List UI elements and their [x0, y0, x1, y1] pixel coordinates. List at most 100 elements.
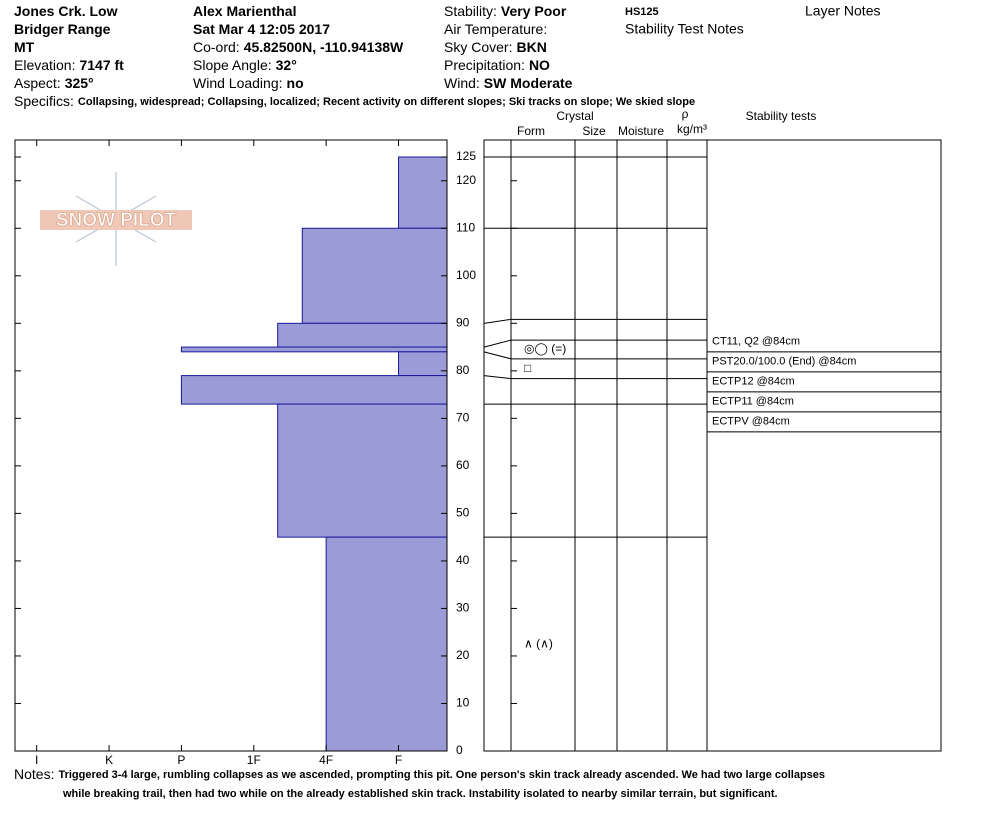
specifics: Specifics: Collapsing, widespread; Collap… [14, 93, 695, 109]
y-tick-label: 125 [456, 149, 476, 163]
specifics-text: Collapsing, widespread; Collapsing, loca… [78, 96, 695, 108]
field-value: Bridger Range [14, 21, 111, 37]
hardness-bar [277, 322, 448, 348]
stability-test: CT11, Q2 @84cm [712, 336, 800, 348]
y-tick-label: 30 [456, 601, 470, 615]
field-value: Jones Crk. Low [14, 3, 118, 19]
field-value: MT [14, 39, 35, 55]
y-tick-label: 120 [456, 173, 476, 187]
field-label: Stability: [444, 3, 497, 19]
x-tick-label: 1F [247, 753, 261, 767]
layer-connector [483, 339, 512, 348]
notes-label: Notes: [14, 766, 54, 782]
y-tick-label: 60 [456, 458, 470, 472]
stability-test-notes: Stability Test Notes [625, 21, 744, 37]
field-value: 32° [276, 57, 297, 73]
column-header: Stability tests [746, 109, 817, 123]
header-field: MT [14, 39, 35, 55]
x-tick-label: P [177, 753, 185, 767]
stability-test: ECTP11 @84cm [712, 396, 794, 408]
header-field: Precipitation: NO [444, 57, 550, 73]
header-field: Wind Loading: no [193, 75, 304, 91]
stability-test: ECTPV @84cm [712, 416, 790, 428]
x-tick-label: K [105, 753, 113, 767]
field-label: Air Temperature: [444, 21, 547, 37]
header-field: Jones Crk. Low [14, 3, 118, 19]
hs: HS125 [625, 6, 659, 18]
column-header: ρ [682, 107, 689, 121]
y-tick-label: 110 [456, 220, 475, 234]
y-tick-label: 0 [456, 743, 463, 757]
column-header: Crystal [556, 109, 593, 123]
field-value: 7147 ft [79, 57, 124, 73]
stability-test: ECTP12 @84cm [712, 376, 795, 388]
plot-frame [14, 139, 448, 752]
field-label: Precipitation: [444, 57, 525, 73]
x-tick-label: 4F [319, 753, 333, 767]
logo-text: SNOW PILOT [56, 210, 177, 231]
notes-text: while breaking trail, then had two while… [62, 788, 778, 800]
header-field: Stability: Very Poor [444, 3, 567, 19]
header-field: Sat Mar 4 12:05 2017 [193, 21, 330, 37]
field-label: Co-ord: [193, 39, 240, 55]
header-field: Slope Angle: 32° [193, 57, 297, 73]
layer-connector [483, 318, 512, 324]
hardness-bar [180, 346, 448, 353]
field-value: Sat Mar 4 12:05 2017 [193, 21, 330, 37]
x-tick-label: I [35, 753, 38, 767]
field-label: Aspect: [14, 75, 61, 91]
y-tick-label: 100 [456, 268, 476, 282]
layer-notes: Layer Notes [805, 3, 880, 19]
field-value: SW Moderate [484, 75, 573, 91]
field-value: no [287, 75, 304, 91]
crystal-form: □ [524, 361, 531, 375]
layer-connector [483, 375, 512, 380]
field-label: Sky Cover: [444, 39, 512, 55]
y-tick-label: 40 [456, 553, 470, 567]
field-value: Very Poor [501, 3, 567, 19]
column-header: Size [582, 124, 606, 138]
specifics-label: Specifics: [14, 93, 74, 109]
field-label: Wind Loading: [193, 75, 283, 91]
y-tick-label: 70 [456, 411, 470, 425]
field-value: 325° [65, 75, 94, 91]
hardness-bar [277, 403, 448, 538]
header-field: Aspect: 325° [14, 75, 94, 91]
header-field: Co-ord: 45.82500N, -110.94138W [193, 39, 404, 55]
hardness-bar [398, 156, 448, 229]
column-header: Moisture [618, 124, 664, 138]
header-field: Alex Marienthal [193, 3, 296, 19]
hardness-bar [325, 536, 448, 752]
stability-test: PST20.0/100.0 (End) @84cm [712, 356, 856, 368]
y-tick-label: 50 [456, 506, 470, 520]
hardness-bar [301, 227, 448, 324]
logo [40, 172, 192, 266]
column-header: kg/m³ [677, 122, 707, 136]
x-tick-label: F [395, 753, 402, 767]
hardness-bar [398, 351, 448, 377]
field-value: 45.82500N, -110.94138W [244, 39, 404, 55]
notes: Notes: Triggered 3-4 large, rumbling coll… [14, 766, 825, 782]
notes-text: Triggered 3-4 large, rumbling collapses … [58, 769, 825, 781]
header-field: Sky Cover: BKN [444, 39, 547, 55]
y-tick-label: 90 [456, 315, 470, 329]
crystal-form: ◎◯ (=) [524, 342, 566, 356]
layer-table [483, 139, 942, 752]
header-field: Bridger Range [14, 21, 111, 37]
field-label: Elevation: [14, 57, 75, 73]
field-value: BKN [516, 39, 546, 55]
layer-connector [483, 351, 512, 360]
header-field: Air Temperature: [444, 21, 547, 37]
header-field: Elevation: 7147 ft [14, 57, 124, 73]
crystal-form: ∧ (∧) [524, 636, 553, 650]
hardness-bar [180, 375, 448, 405]
y-tick-label: 20 [456, 648, 470, 662]
field-value: NO [529, 57, 550, 73]
field-label: Wind: [444, 75, 480, 91]
column-header: Form [517, 124, 545, 138]
y-tick-label: 10 [456, 696, 470, 710]
y-tick-label: 80 [456, 363, 470, 377]
field-value: Alex Marienthal [193, 3, 296, 19]
